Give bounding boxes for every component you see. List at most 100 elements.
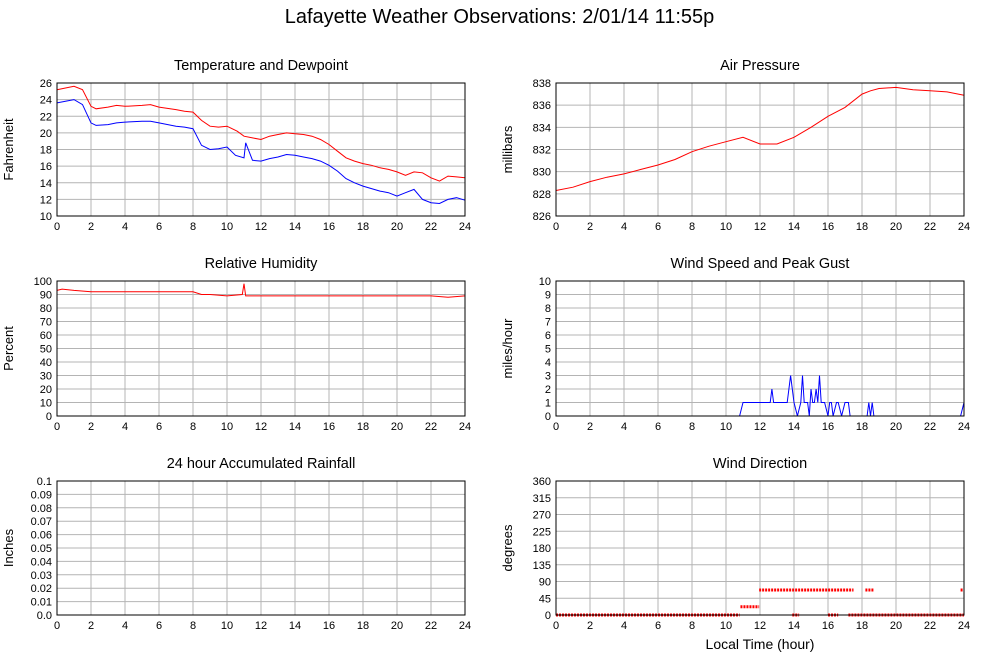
y-tick-label: 24 [40,95,52,107]
temp-series-1-line [56,99,466,205]
y-tick-label: 20 [40,384,52,396]
y-tick-label: 0.01 [31,597,52,609]
y-tick-label: 10 [40,211,52,223]
y-tick-label: 0.1 [37,476,52,488]
x-tick-label: 2 [587,421,593,433]
wind-y-axis-label: miles/hour [500,318,515,379]
y-tick-label: 14 [40,178,52,190]
x-tick-label: 2 [88,620,94,632]
x-tick-label: 2 [88,221,94,233]
direction-title: Wind Direction [713,456,807,472]
x-tick-label: 6 [655,421,661,433]
y-tick-label: 315 [533,493,551,505]
x-tick-label: 16 [323,221,335,233]
x-tick-label: 0 [54,620,60,632]
y-tick-label: 60 [40,330,52,342]
y-tick-label: 1 [545,398,551,410]
y-tick-label: 100 [34,276,52,288]
x-tick-label: 4 [621,620,627,632]
y-tick-label: 7 [545,317,551,329]
x-tick-label: 2 [587,221,593,233]
x-tick-label: 22 [425,421,437,433]
x-tick-label: 20 [890,620,902,632]
y-tick-label: 0.02 [31,583,52,595]
pressure-title: Air Pressure [720,58,800,74]
x-tick-label: 8 [190,620,196,632]
y-tick-label: 838 [533,78,551,90]
y-tick-label: 70 [40,317,52,329]
x-tick-label: 8 [689,421,695,433]
y-tick-label: 30 [40,371,52,383]
y-tick-label: 826 [533,211,551,223]
x-tick-label: 18 [856,620,868,632]
x-tick-label: 16 [822,221,834,233]
x-tick-label: 4 [122,221,128,233]
y-tick-label: 0.03 [31,570,52,582]
x-tick-label: 24 [958,620,970,632]
x-tick-label: 4 [621,421,627,433]
x-tick-label: 12 [255,620,267,632]
y-tick-label: 12 [40,194,52,206]
humidity-y-axis-label: Percent [1,326,16,371]
x-tick-label: 6 [156,620,162,632]
y-tick-label: 22 [40,111,52,123]
x-tick-label: 14 [289,620,301,632]
x-tick-label: 0 [553,620,559,632]
y-tick-label: 40 [40,357,52,369]
x-tick-label: 14 [289,221,301,233]
x-tick-label: 16 [323,421,335,433]
y-tick-label: 0.05 [31,543,52,555]
x-tick-label: 18 [357,620,369,632]
x-tick-label: 12 [754,620,766,632]
x-tick-label: 8 [689,620,695,632]
x-tick-label: 12 [754,221,766,233]
y-tick-label: 0.08 [31,503,52,515]
y-tick-label: 832 [533,145,551,157]
y-tick-label: 828 [533,189,551,201]
x-tick-label: 8 [190,221,196,233]
x-tick-label: 12 [255,421,267,433]
x-tick-label: 24 [459,620,471,632]
x-tick-label: 0 [54,421,60,433]
y-tick-label: 0 [545,411,551,423]
y-tick-label: 180 [533,543,551,555]
y-tick-label: 3 [545,371,551,383]
y-tick-label: 836 [533,100,551,112]
y-tick-label: 0 [545,610,551,622]
x-tick-label: 6 [156,421,162,433]
y-tick-label: 0.0 [37,610,52,622]
x-tick-label: 20 [890,221,902,233]
humidity-series-0-line [56,283,466,298]
wind-title: Wind Speed and Peak Gust [671,256,850,272]
page-title: Lafayette Weather Observations: 2/01/14 … [284,6,715,28]
x-tick-label: 20 [391,221,403,233]
x-tick-label: 22 [924,421,936,433]
y-tick-label: 6 [545,330,551,342]
x-tick-label: 24 [958,221,970,233]
x-tick-label: 6 [655,620,661,632]
y-tick-label: 225 [533,526,551,538]
x-tick-label: 4 [621,221,627,233]
x-tick-label: 22 [924,221,936,233]
y-tick-label: 4 [545,357,551,369]
x-tick-label: 10 [221,221,233,233]
y-tick-label: 20 [40,128,52,140]
x-tick-label: 0 [54,221,60,233]
y-tick-label: 8 [545,303,551,315]
rain-chart: 24 hour Accumulated Rainfall 0 2 4 6 8 10 12 14 1… [1,456,471,632]
y-tick-label: 5 [545,344,551,356]
direction-plot-frame [555,480,965,616]
rain-title: 24 hour Accumulated Rainfall [167,456,356,472]
pressure-series-0-line [555,86,965,191]
x-tick-label: 4 [122,421,128,433]
x-tick-label: 22 [425,620,437,632]
y-tick-label: 0 [46,411,52,423]
y-tick-label: 18 [40,145,52,157]
x-tick-label: 2 [587,620,593,632]
x-tick-label: 18 [856,221,868,233]
y-tick-label: 45 [539,593,551,605]
y-tick-label: 9 [545,290,551,302]
x-tick-label: 10 [221,620,233,632]
